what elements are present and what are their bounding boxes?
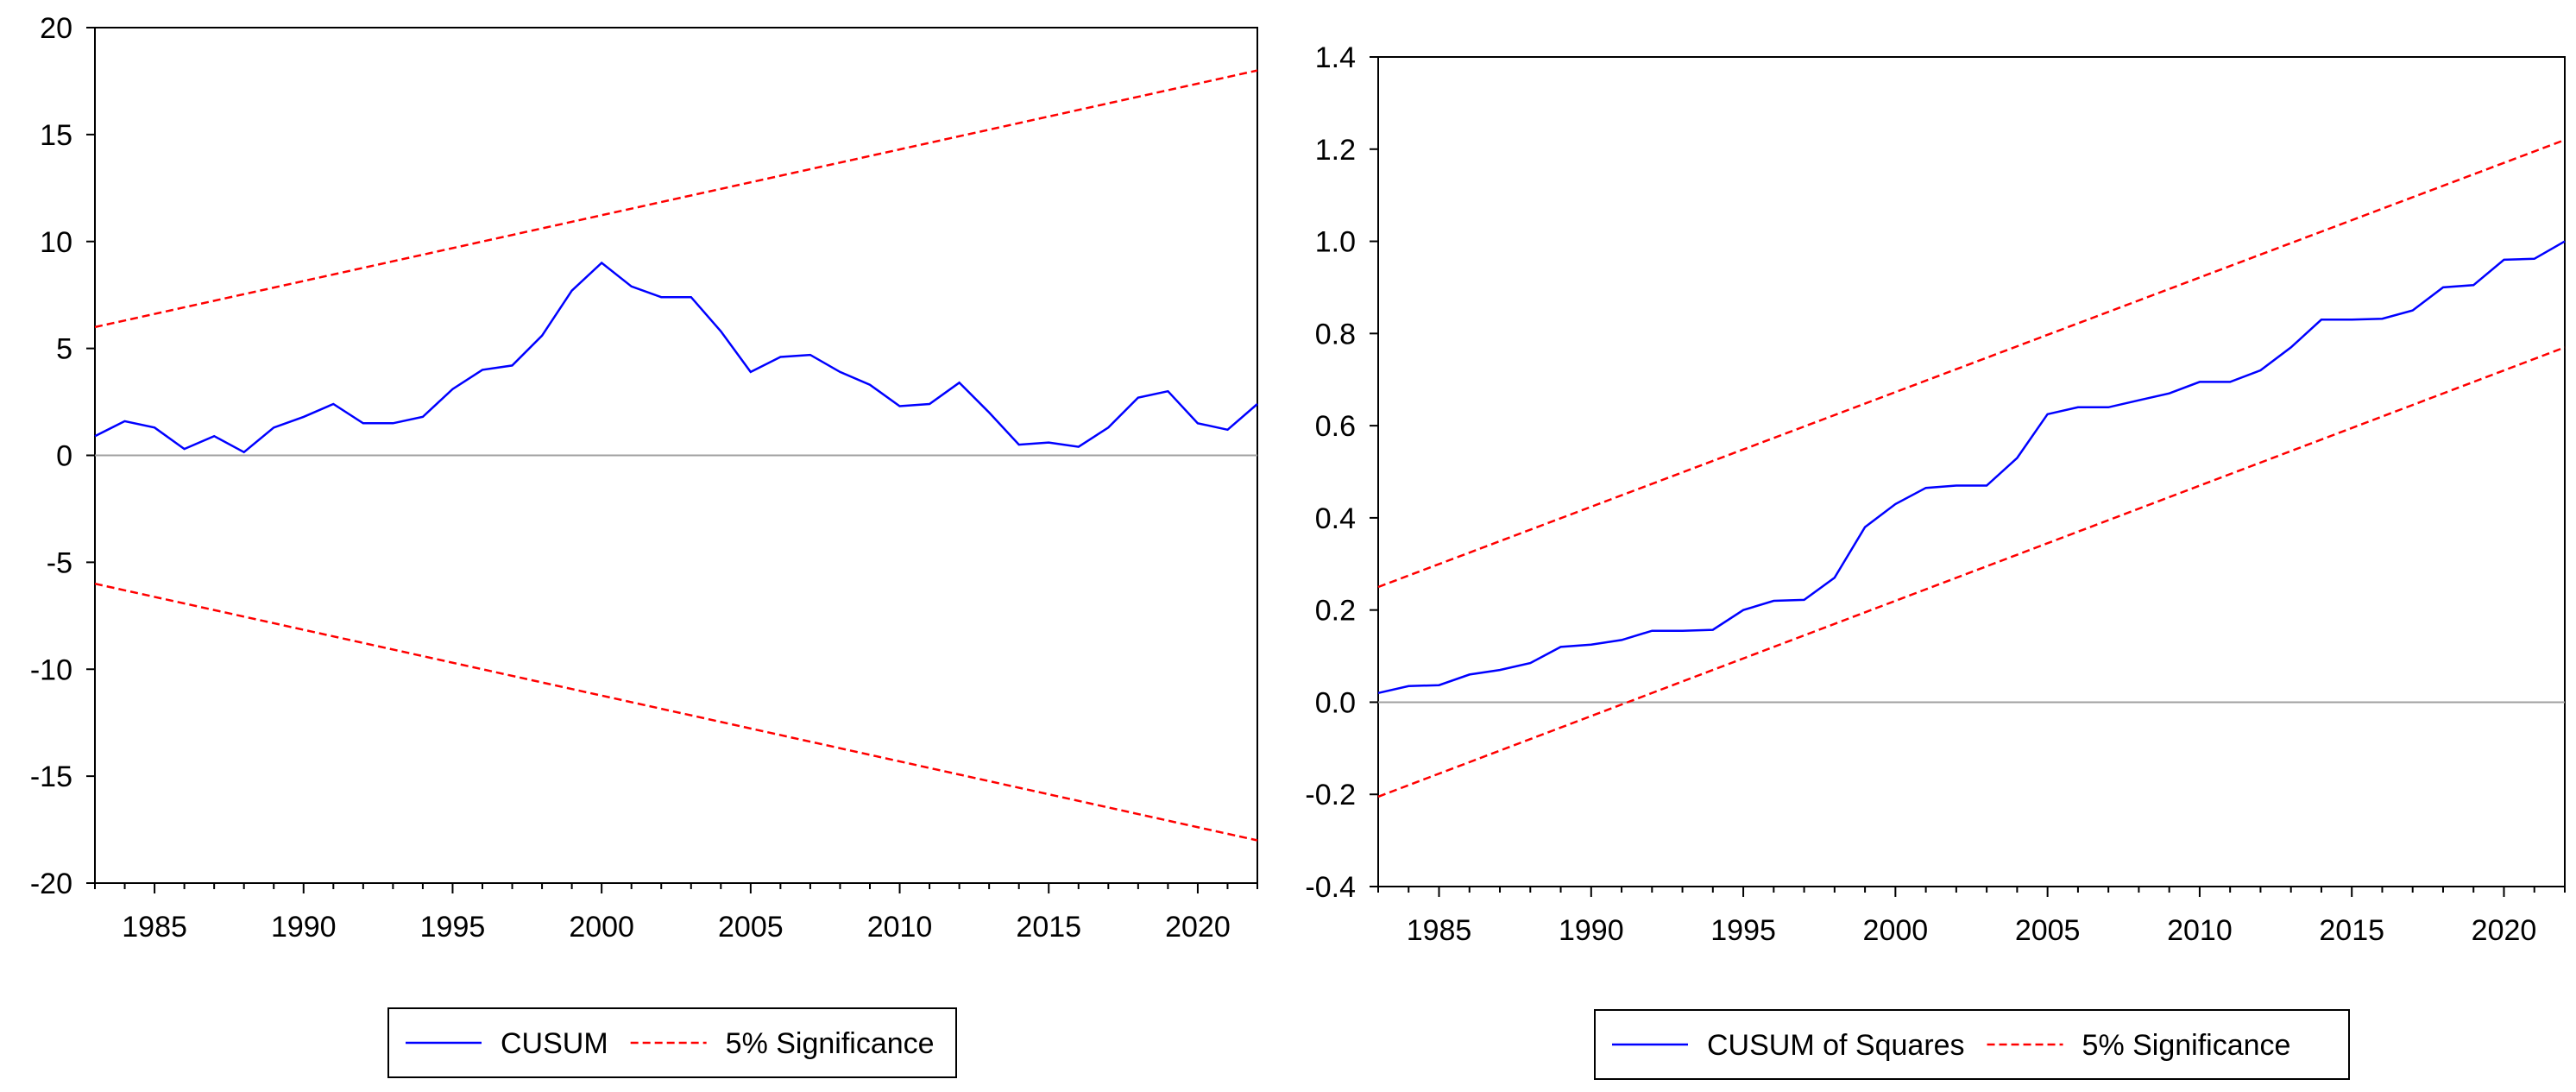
x-tick-label: 2010	[2167, 914, 2233, 947]
x-tick-label: 1995	[1710, 914, 1776, 947]
x-tick-label: 1990	[271, 911, 337, 944]
cusum-series-line	[94, 261, 1258, 454]
y-tick-label: 1.0	[1315, 226, 1356, 259]
y-tick-label: 10	[40, 226, 72, 259]
y-tick-label: -0.2	[1305, 779, 1356, 811]
lower-5pct-bound-line	[1377, 346, 2566, 798]
x-tick-label: 2020	[1165, 911, 1231, 944]
y-tick-label: 20	[40, 12, 72, 45]
legend-label-significance: 5% Significance	[2082, 1029, 2291, 1062]
legend-label-series: CUSUM of Squares	[1707, 1029, 1965, 1062]
legend: CUSUM 5% Significance	[387, 1007, 957, 1078]
legend: CUSUM of Squares 5% Significance	[1594, 1009, 2350, 1080]
y-tick-label: -15	[30, 761, 72, 793]
cusum-squares-series-line	[1377, 240, 2566, 695]
plot-frame	[1377, 56, 2566, 887]
x-tick-label: 2015	[2319, 914, 2384, 947]
legend-box	[1594, 1009, 2350, 1080]
upper-5pct-bound-line	[1377, 138, 2566, 589]
y-tick-label: 0.4	[1315, 502, 1356, 535]
y-tick-label: 0.0	[1315, 686, 1356, 719]
y-tick-label: 15	[40, 119, 72, 152]
legend-label-series: CUSUM	[501, 1027, 608, 1060]
x-tick-label: 1995	[420, 911, 486, 944]
y-tick-label: -10	[30, 653, 72, 686]
x-tick-label: 2005	[718, 911, 784, 944]
legend-label-significance: 5% Significance	[726, 1027, 935, 1060]
x-tick-label: 2010	[867, 911, 933, 944]
y-tick-label: 0	[56, 440, 72, 473]
y-tick-label: 5	[56, 333, 72, 366]
y-tick-label: 0.6	[1315, 410, 1356, 443]
x-tick-label: 1985	[1407, 914, 1472, 947]
y-tick-label: -0.4	[1305, 871, 1356, 904]
x-tick-label: 2000	[569, 911, 634, 944]
y-tick-label: -20	[30, 868, 72, 900]
y-tick-label: 0.2	[1315, 595, 1356, 628]
x-tick-label: 1985	[122, 911, 187, 944]
x-tick-label: 2020	[2472, 914, 2537, 947]
y-tick-label: 1.2	[1315, 134, 1356, 167]
y-tick-label: -5	[47, 546, 72, 579]
y-tick-label: 0.8	[1315, 318, 1356, 350]
x-tick-label: 2015	[1016, 911, 1081, 944]
y-tick-label: 1.4	[1315, 41, 1356, 74]
x-tick-label: 2000	[1863, 914, 1929, 947]
chart-2: 1.4 1.2 1.0 0.8 0.6 0.4 0.2 0.0 -0.2 -0.4 1985 1990…	[1305, 41, 2566, 1080]
x-tick-label: 2005	[2015, 914, 2081, 947]
upper-5pct-bound-line	[94, 69, 1258, 329]
x-tick-label: 1990	[1559, 914, 1624, 947]
lower-5pct-bound-line	[94, 582, 1258, 842]
